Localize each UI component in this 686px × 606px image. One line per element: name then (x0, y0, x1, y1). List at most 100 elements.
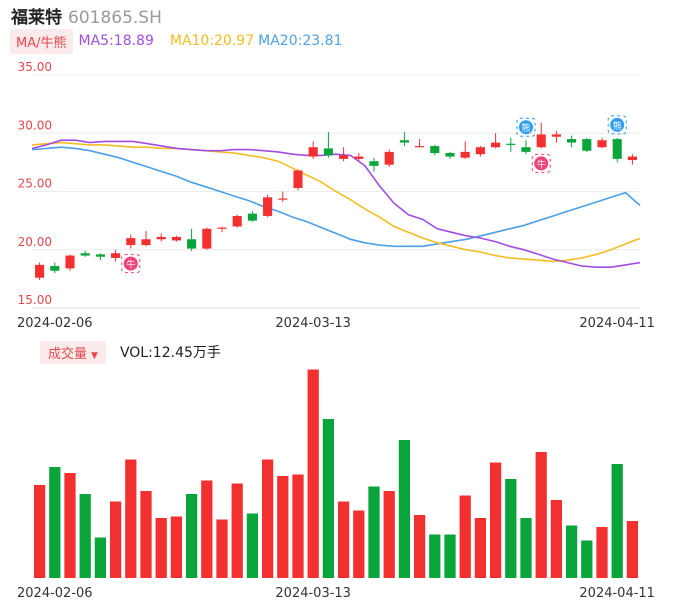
ma-selector-button[interactable]: MA/牛熊 (10, 28, 73, 54)
volume-bar (33, 485, 46, 578)
y-tick-label: 15.00 (18, 293, 52, 307)
candle-body (156, 236, 166, 240)
volume-bar (383, 491, 395, 578)
candle (627, 154, 637, 165)
volume-bar (125, 459, 137, 578)
volume-bar (140, 491, 152, 578)
bull-icon: 牛 (121, 254, 141, 274)
ma5-value: MA5:18.89 (78, 33, 154, 49)
signal-markers: 牛 熊牛 熊 (121, 115, 627, 274)
candle-body (567, 139, 577, 143)
volume-bar (185, 494, 198, 578)
caret-down-icon: ▼ (91, 350, 98, 361)
candle (536, 122, 546, 149)
ma5-line (31, 139, 641, 269)
candle (384, 149, 394, 168)
candle-body (612, 139, 622, 159)
y-tick-label: 35.00 (18, 60, 52, 74)
bear-icon: 熊 (607, 115, 627, 135)
candle (551, 130, 561, 143)
x-tick-label: 2024-04-11 (579, 316, 655, 331)
candle (80, 250, 90, 257)
volume-bar (368, 486, 380, 578)
marker-text: 熊 (613, 120, 622, 132)
volume-bar (353, 510, 365, 578)
candle-body (187, 239, 197, 249)
ma-legend: MA/牛熊 MA5:18.89 MA10:20.97 MA20:23.81 (10, 28, 342, 54)
candle-body (141, 239, 151, 246)
candle (339, 147, 349, 162)
volume-bar (155, 518, 167, 578)
candle-body (415, 146, 425, 148)
volume-bar (505, 479, 517, 578)
candle (491, 133, 501, 149)
candle (399, 132, 409, 147)
candle-body (384, 151, 394, 165)
candle-body (460, 151, 470, 158)
candle-body (354, 156, 364, 159)
volume-x-axis-ticks: 2024-02-06 2024-03-13 2024-04-11 (17, 586, 655, 601)
volume-bar (64, 473, 76, 578)
bull-icon: 牛 (531, 153, 551, 173)
marker-frame (607, 115, 627, 135)
volume-bar (474, 518, 487, 578)
candle (141, 231, 151, 247)
candle-body (521, 147, 531, 152)
candle (369, 157, 379, 172)
volume-x-tick-label: 2024-04-11 (579, 586, 655, 601)
candle (247, 211, 257, 222)
marker-frame (121, 254, 141, 274)
volume-bar (216, 519, 228, 578)
candle (217, 226, 227, 233)
ma10-line (31, 141, 641, 263)
y-tick-label: 30.00 (18, 118, 52, 132)
marker-frame (531, 153, 551, 173)
candle (126, 234, 136, 249)
volume-bar (292, 474, 304, 578)
candle (156, 233, 166, 242)
volume-bar (489, 462, 502, 578)
y-tick-label: 20.00 (18, 235, 52, 249)
volume-bar (109, 501, 122, 578)
candle-body (536, 134, 546, 148)
volume-bar (337, 501, 350, 578)
candle (187, 228, 197, 251)
candle-body (339, 155, 349, 159)
volume-bar (170, 516, 183, 578)
candle-body (445, 153, 455, 157)
volume-selector-button[interactable]: 成交量 ▼ (40, 340, 106, 364)
marker-badge (519, 120, 533, 135)
x-tick-label: 2024-02-06 (17, 316, 93, 331)
volume-bar (459, 495, 471, 578)
candle-body (582, 139, 592, 151)
candle-body (475, 147, 485, 155)
marker-text: 熊 (521, 122, 530, 134)
candle-body (232, 215, 242, 227)
volume-bar (611, 464, 623, 578)
candle-body (35, 264, 45, 278)
candle-body (95, 254, 105, 257)
candle-body (597, 140, 607, 148)
marker-badge (534, 156, 549, 171)
marker-frame (516, 117, 536, 137)
volume-bar (201, 480, 213, 578)
bear-icon: 熊 (516, 117, 536, 137)
ma10-value: MA10:20.97 (169, 33, 255, 49)
volume-bar (596, 527, 608, 578)
candle-body (50, 266, 60, 271)
volume-bar (231, 483, 243, 578)
volume-value: VOL:12.45万手 (119, 345, 221, 361)
x-tick-label: 2024-03-13 (275, 316, 351, 331)
candle (460, 141, 470, 159)
candle-body (263, 197, 273, 216)
candle-body (293, 170, 303, 189)
stock-name: 福莱特 (11, 8, 62, 28)
marker-text: 牛 (537, 158, 546, 170)
candle-body (80, 253, 90, 256)
candle (95, 253, 105, 261)
volume-selector-label: 成交量 (48, 346, 88, 362)
volume-x-tick-label: 2024-03-13 (275, 586, 351, 601)
marker-badge (610, 117, 625, 132)
candle-body (308, 147, 318, 157)
